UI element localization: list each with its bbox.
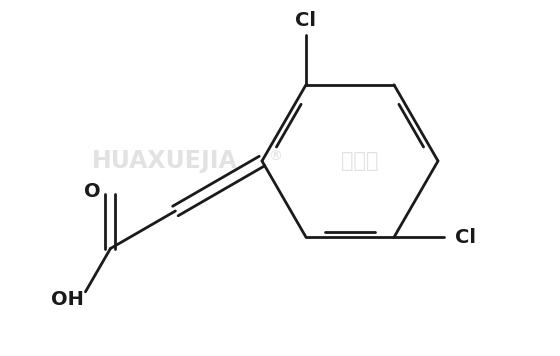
Text: 化学加: 化学加 [341,151,379,171]
Text: Cl: Cl [455,228,477,247]
Text: O: O [84,182,101,201]
Text: ®: ® [268,150,282,164]
Text: OH: OH [51,290,84,309]
Text: Cl: Cl [296,11,316,30]
Text: HUAXUEJIA: HUAXUEJIA [92,149,238,173]
